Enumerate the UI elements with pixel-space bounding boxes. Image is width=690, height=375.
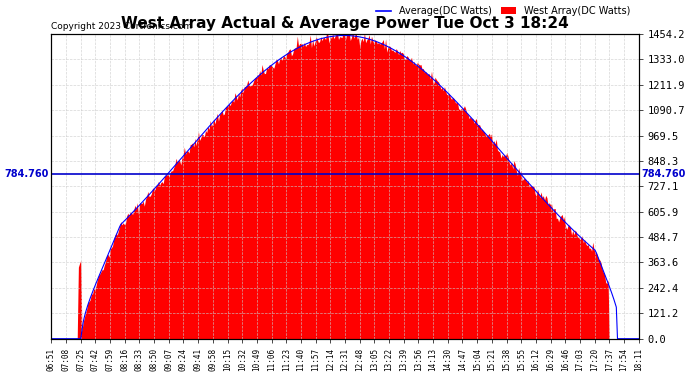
Legend: Average(DC Watts), West Array(DC Watts): Average(DC Watts), West Array(DC Watts) (373, 2, 634, 20)
Text: Copyright 2023 Cortronics.com: Copyright 2023 Cortronics.com (51, 22, 193, 31)
Title: West Array Actual & Average Power Tue Oct 3 18:24: West Array Actual & Average Power Tue Oc… (121, 16, 569, 32)
Text: 784.760: 784.760 (4, 169, 48, 179)
Text: 784.760: 784.760 (642, 169, 686, 179)
